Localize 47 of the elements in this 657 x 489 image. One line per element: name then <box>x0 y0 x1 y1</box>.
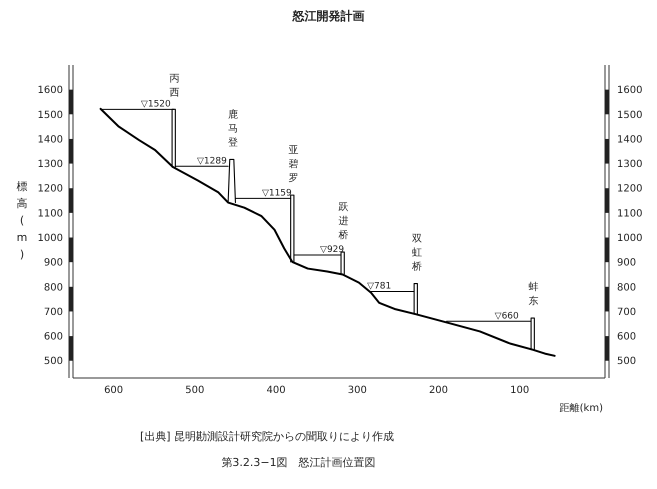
annotation: ▽1289 <box>196 156 228 166</box>
y2-tick-label: 800 <box>617 282 636 294</box>
annotation: ▽660 <box>494 311 520 322</box>
y2-tick-label: 1500 <box>617 110 642 121</box>
y2-tick-label: 1100 <box>617 208 642 220</box>
annotation: ▽1520 <box>140 99 172 110</box>
series-label: 鹿马登 <box>228 108 238 148</box>
y-tick-label: 1600 <box>38 85 63 96</box>
y2-tick-label: 1200 <box>617 184 642 195</box>
series-label: 跃进桥 <box>338 201 349 242</box>
y-tick-label: 1200 <box>38 184 63 195</box>
text: [出典] 昆明勘測設計研究院からの聞取りにより作成 <box>140 430 394 443</box>
x-tick-label: 200 <box>428 385 448 396</box>
y-tick-label: 1300 <box>38 159 63 170</box>
annotation: ▽1159 <box>262 188 292 198</box>
y2-tick-label: 900 <box>617 258 636 269</box>
y-tick-label: 600 <box>44 332 63 343</box>
y2-tick-label: 500 <box>617 356 636 368</box>
y-tick-label: 1000 <box>38 233 63 244</box>
series-label: 亚碧罗 <box>288 145 298 184</box>
y-tick-label: 900 <box>44 258 63 269</box>
y-tick-label: 800 <box>44 282 63 294</box>
y-tick-label: 1400 <box>38 134 63 146</box>
y-tick-label: 500 <box>44 356 63 368</box>
series-label: 双虹桥 <box>410 234 422 273</box>
y-tick-label: 700 <box>44 306 63 318</box>
x-axis-title: 距離(km) <box>560 402 604 414</box>
series-label: 丙西 <box>170 73 180 98</box>
text: 第3.2.3−1図 怒江計画位置図 <box>221 456 376 469</box>
y2-tick-label: 1300 <box>617 159 642 170</box>
y2-tick-label: 1400 <box>617 134 642 146</box>
x-tick-label: 300 <box>348 385 367 396</box>
y2-tick-label: 600 <box>617 332 636 343</box>
y-tick-label: 1500 <box>38 110 63 121</box>
y2-tick-label: 1600 <box>617 85 642 96</box>
chart-title: 怒江開発計画 <box>292 9 364 23</box>
x-tick-label: 400 <box>266 385 286 396</box>
x-tick-label: 600 <box>104 385 124 396</box>
x-tick-label: 100 <box>510 385 530 396</box>
y2-tick-label: 700 <box>617 306 636 318</box>
y2-tick-label: 1000 <box>617 233 642 244</box>
y-tick-label: 1100 <box>38 208 63 220</box>
x-tick-label: 500 <box>185 385 204 396</box>
y-axis-title: 標高(m) <box>16 180 28 261</box>
annotation: ▽781 <box>367 281 392 292</box>
annotation: ▽929 <box>320 245 344 256</box>
series-label: 蚌东 <box>528 281 539 308</box>
